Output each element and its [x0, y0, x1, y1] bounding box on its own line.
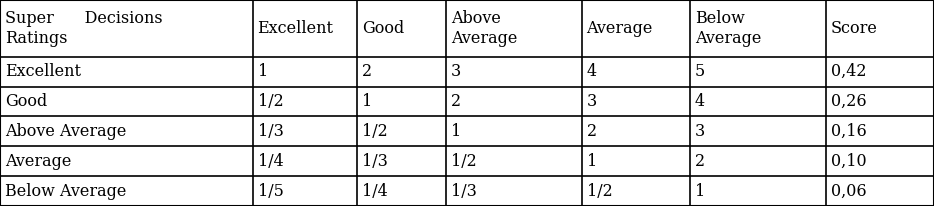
Text: 1: 1: [587, 153, 597, 170]
Text: 1/3: 1/3: [258, 123, 284, 140]
Text: 1/4: 1/4: [362, 183, 389, 200]
Text: Below Average: Below Average: [5, 183, 126, 200]
Text: Above Average: Above Average: [5, 123, 126, 140]
Text: 1: 1: [362, 93, 373, 110]
Text: 2: 2: [587, 123, 597, 140]
Text: Below
Average: Below Average: [695, 10, 761, 47]
Text: 1/3: 1/3: [451, 183, 477, 200]
Text: 1: 1: [258, 63, 268, 80]
Text: Above
Average: Above Average: [451, 10, 517, 47]
Text: Good: Good: [5, 93, 48, 110]
Text: 0,06: 0,06: [830, 183, 866, 200]
Text: Average: Average: [5, 153, 71, 170]
Text: 1/4: 1/4: [258, 153, 283, 170]
Text: 4: 4: [695, 93, 705, 110]
Text: Good: Good: [362, 20, 404, 37]
Text: 1: 1: [695, 183, 705, 200]
Text: Score: Score: [830, 20, 877, 37]
Text: 2: 2: [695, 153, 705, 170]
Text: 1/5: 1/5: [258, 183, 284, 200]
Text: 1/2: 1/2: [587, 183, 613, 200]
Text: 0,26: 0,26: [830, 93, 866, 110]
Text: Excellent: Excellent: [258, 20, 333, 37]
Text: 0,16: 0,16: [830, 123, 867, 140]
Text: 5: 5: [695, 63, 705, 80]
Text: 4: 4: [587, 63, 597, 80]
Text: 3: 3: [451, 63, 461, 80]
Text: Super      Decisions
Ratings: Super Decisions Ratings: [5, 10, 163, 47]
Text: 2: 2: [451, 93, 461, 110]
Text: Excellent: Excellent: [5, 63, 81, 80]
Text: 1/2: 1/2: [258, 93, 283, 110]
Text: Average: Average: [587, 20, 653, 37]
Text: 1: 1: [451, 123, 461, 140]
Text: 3: 3: [695, 123, 705, 140]
Text: 2: 2: [362, 63, 373, 80]
Text: 0,42: 0,42: [830, 63, 866, 80]
Text: 3: 3: [587, 93, 597, 110]
Text: 1/2: 1/2: [451, 153, 476, 170]
Text: 1/2: 1/2: [362, 123, 389, 140]
Text: 1/3: 1/3: [362, 153, 389, 170]
Text: 0,10: 0,10: [830, 153, 866, 170]
